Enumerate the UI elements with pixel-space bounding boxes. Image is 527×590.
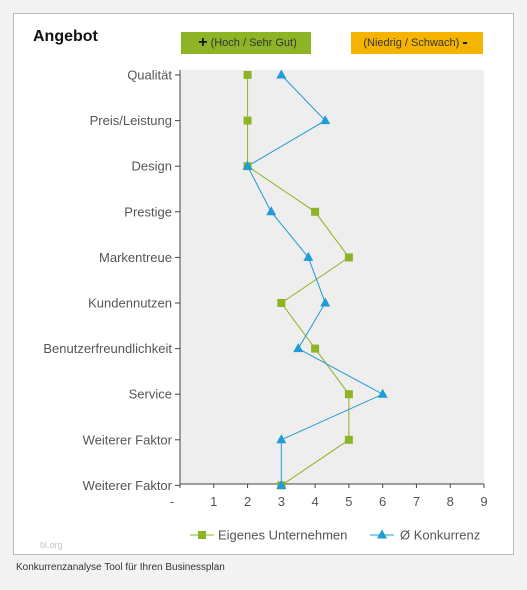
data-point-1 [344,435,353,444]
legend: Eigenes Unternehmen Ø Konkurrenz [190,528,480,543]
x-tick-label: 8 [447,494,454,509]
data-point-2 [276,479,287,489]
high-rating-label: (Hoch / Sehr Gut) [210,37,297,49]
x-tick-label: 4 [311,494,318,509]
plus-symbol: + [198,34,208,51]
data-point-1 [243,116,252,125]
series-markers [242,69,388,490]
data-point-2 [320,115,331,125]
y-tick-label: Prestige [124,204,172,219]
data-point-1 [344,390,353,399]
chart-title: Angebot [33,28,98,45]
axes: Qualität Preis/Leistung Design Prestige Mark… [43,68,487,510]
data-point-2 [293,343,304,353]
x-tick-label: 1 [210,494,217,509]
data-point-1 [344,253,353,262]
legend-marker [198,531,206,539]
y-tick-label: Design [132,159,172,174]
data-point-1 [243,71,252,79]
data-point-2 [377,388,388,398]
series-line-1 [247,75,350,486]
data-point-2 [276,69,287,79]
y-tick-label: Weiterer Faktor [83,432,173,447]
x-tick-label: 9 [480,494,487,509]
series-line-2 [246,74,384,486]
series-lines [246,74,384,486]
data-point-1 [277,299,286,307]
y-tick-label: Benutzerfreundlichkeit [43,341,172,356]
image-caption: Konkurrenzanalyse Tool für Ihren Busines… [16,562,225,573]
x-tick-label: 6 [379,494,386,509]
minus-symbol: - [462,34,468,51]
x-tick-label: 5 [345,494,352,509]
low-rating-badge: (Niedrig / Schwach) - [351,32,483,54]
plot-area [180,70,484,484]
legend-label: Eigenes Unternehmen [218,528,347,543]
data-point-2 [242,160,253,170]
data-point-1 [311,207,320,216]
y-tick-label: Qualität [127,68,172,83]
x-tick-label: 3 [278,494,285,509]
y-tick-label: Kundennutzen [88,296,172,311]
legend-marker [377,529,387,539]
legend-label: Ø Konkurrenz [400,528,480,543]
x-tick-label: 2 [244,494,251,509]
data-point-2 [266,206,277,216]
high-rating-badge: + (Hoch / Sehr Gut) [181,32,311,54]
data-point-2 [276,434,287,444]
data-point-2 [320,297,331,307]
y-tick-label: Weiterer Faktor [83,478,173,493]
x-tick-label: 7 [413,494,420,509]
watermark: bl.org [40,540,63,550]
y-tick-label: Preis/Leistung [90,113,172,128]
y-tick-label: Service [129,387,172,402]
low-rating-label: (Niedrig / Schwach) [363,37,460,49]
data-point-2 [303,251,314,261]
data-point-1 [311,344,320,353]
y-tick-label: Markentreue [99,250,172,265]
x-tick-label: - [170,494,174,509]
